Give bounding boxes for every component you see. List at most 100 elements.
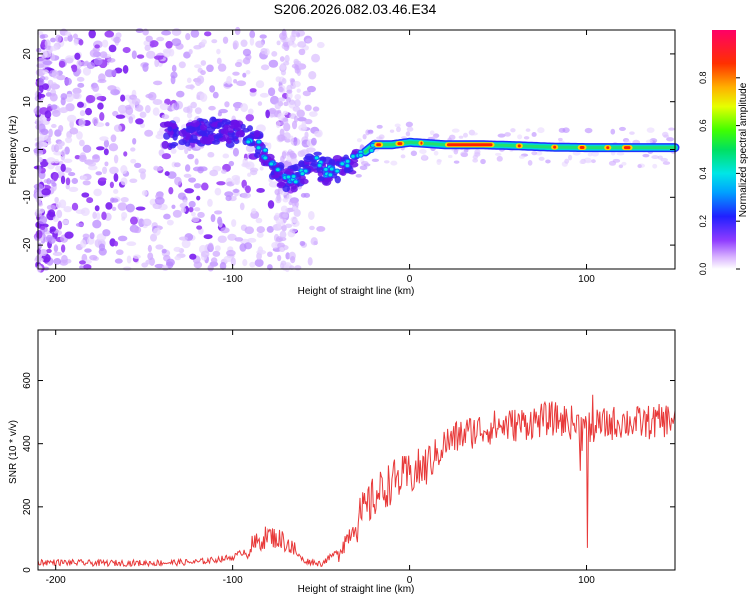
spectrogram-noise-blob: [131, 97, 141, 106]
spectrogram-noise-blob: [282, 197, 289, 203]
spectrogram-noise-blob: [174, 176, 182, 186]
spectrogram-noise-blob: [120, 165, 128, 175]
spectrogram-hot-core: [517, 144, 521, 148]
colorbar-tick-label: 0.6: [698, 119, 708, 132]
spectrogram-noise-blob: [35, 229, 43, 239]
spectrogram-noise-blob: [304, 131, 309, 139]
spectrogram-ridge-core: [263, 156, 267, 160]
spectrogram-noise-blob: [104, 30, 115, 38]
spectrogram-noise-blob: [245, 70, 251, 75]
bottom-y-axis-label: SNR (10 * v/v): [8, 420, 19, 484]
spectrogram-noise-blob: [129, 178, 138, 183]
spectrogram-noise-blob: [108, 44, 117, 53]
spectrogram-noise-blob: [141, 190, 148, 196]
spectrogram-noise-blob: [132, 227, 139, 233]
spectrogram-noise-blob: [219, 262, 227, 270]
spectrogram-noise-blob: [184, 188, 195, 194]
spectrogram-noise-blob: [37, 242, 42, 250]
spectrogram-ridge-core: [314, 156, 319, 160]
spectrogram-noise-blob: [406, 126, 414, 132]
spectrogram-noise-blob: [249, 167, 259, 173]
spectrogram-noise-blob: [132, 137, 137, 145]
spectrogram-noise-blob: [531, 131, 537, 137]
spectrogram-noise-blob: [64, 77, 72, 86]
spectrogram-noise-blob: [359, 165, 368, 171]
spectrogram-noise-blob: [247, 108, 254, 115]
spectrogram-noise-blob: [472, 154, 479, 160]
spectrogram-noise-blob: [224, 191, 234, 197]
spectrogram-noise-blob: [637, 164, 642, 169]
spectrogram-noise-blob: [210, 257, 218, 264]
spectrogram-noise-blob: [82, 233, 90, 239]
spectrogram-noise-blob: [187, 153, 195, 160]
spectrogram-ridge-core: [324, 167, 328, 171]
spectrogram-noise-blob: [651, 155, 660, 160]
spectrogram-hot-core: [623, 146, 631, 150]
spectrogram-noise-blob: [405, 121, 413, 128]
spectrogram-noise-blob: [109, 166, 119, 175]
spectrogram-noise-blob: [111, 206, 117, 211]
spectrogram-noise-blob: [255, 40, 264, 48]
spectrogram-ridge-blob: [277, 181, 286, 187]
spectrogram-noise-blob: [55, 34, 62, 43]
spectrogram-ridge-blob: [170, 142, 179, 147]
spectrogram-noise-blob: [174, 162, 181, 168]
spectrogram-noise-blob: [256, 124, 266, 133]
spectrogram-noise-blob: [207, 242, 214, 250]
spectrogram-noise-blob: [61, 149, 66, 157]
spectrogram-marks: [33, 26, 680, 273]
spectrogram-noise-blob: [421, 154, 428, 160]
spectrogram-noise-blob: [46, 178, 52, 185]
spectrogram-noise-blob: [142, 218, 152, 227]
spectrogram-noise-blob: [82, 264, 92, 270]
bottom-x-tick-label: 100: [578, 575, 595, 586]
spectrogram-noise-blob: [274, 212, 280, 217]
spectrogram-noise-blob: [233, 78, 238, 84]
spectrogram-noise-blob: [207, 264, 214, 272]
spectrogram-noise-blob: [47, 79, 54, 86]
spectrogram-ridge-core: [371, 143, 375, 147]
spectrogram-ridge-blob: [205, 126, 216, 133]
spectrogram-noise-blob: [472, 158, 479, 163]
spectrogram-ridge-core: [303, 169, 308, 173]
spectrogram-ridge-blob: [226, 125, 235, 133]
spectrogram-noise-blob: [171, 204, 176, 210]
spectrogram-ridge-core: [329, 167, 334, 171]
spectrogram-noise-blob: [222, 153, 230, 159]
spectrogram-hot-core: [420, 141, 423, 145]
spectrogram-noise-blob: [55, 201, 62, 209]
spectrogram-noise-blob: [102, 166, 108, 175]
spectrogram-noise-blob: [37, 157, 43, 163]
spectrogram-noise-blob: [584, 160, 592, 164]
spectrogram-noise-blob: [44, 39, 51, 48]
spectrogram-noise-blob: [44, 45, 52, 51]
spectrogram-noise-blob: [37, 31, 44, 36]
spectrogram-noise-blob: [283, 122, 291, 132]
spectrogram-noise-blob: [68, 186, 79, 193]
spectrogram-noise-blob: [60, 93, 68, 100]
spectrogram-noise-blob: [394, 123, 401, 128]
spectrogram-ridge-blob: [163, 121, 173, 128]
spectrogram-noise-blob: [663, 134, 670, 139]
spectrogram-noise-blob: [71, 64, 78, 73]
spectrogram-noise-blob: [275, 120, 281, 129]
spectrogram-noise-blob: [45, 234, 53, 242]
spectrogram-noise-blob: [294, 265, 302, 271]
spectrogram-noise-blob: [226, 249, 236, 257]
spectrogram-noise-blob: [114, 258, 123, 264]
spectrogram-noise-blob: [297, 116, 307, 122]
spectrogram-noise-blob: [170, 75, 176, 85]
spectrogram-noise-blob: [297, 150, 306, 158]
spectrogram-noise-blob: [113, 173, 119, 182]
spectrogram-noise-blob: [39, 34, 46, 39]
spectrogram-noise-blob: [172, 209, 182, 218]
spectrogram-noise-blob: [92, 153, 101, 163]
spectrogram-noise-blob: [136, 104, 144, 112]
spectrogram-noise-blob: [275, 195, 282, 204]
colorbar-tick-label: 0.2: [698, 215, 708, 228]
spectrogram-noise-blob: [101, 39, 109, 48]
snr-frame: [37, 329, 676, 571]
spectrogram-noise-blob: [153, 166, 164, 171]
spectrogram-noise-blob: [194, 107, 202, 115]
spectrogram-noise-blob: [224, 101, 230, 108]
